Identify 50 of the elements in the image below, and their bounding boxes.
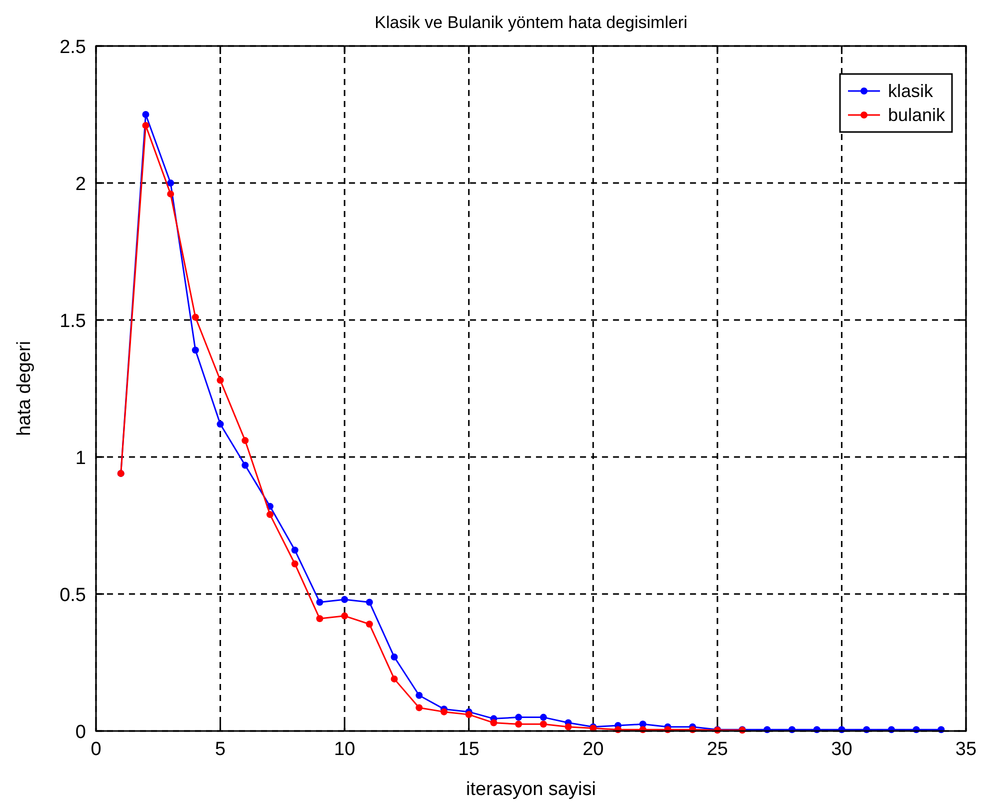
x-axis-title: iterasyon sayisi [466, 779, 596, 800]
point [515, 720, 522, 728]
x-tick-label: 15 [458, 739, 480, 760]
point [242, 462, 249, 469]
y-tick-label: 2.5 [60, 37, 86, 58]
y-axis-title: hata degeri [14, 340, 35, 436]
point [390, 654, 398, 661]
x-tick-label: 30 [831, 739, 852, 760]
point [291, 560, 298, 568]
point [366, 598, 373, 606]
point [341, 612, 348, 620]
point [465, 711, 472, 718]
x-tick-label: 10 [334, 739, 356, 760]
point [167, 180, 174, 186]
point [316, 598, 324, 606]
point [490, 719, 498, 726]
point [366, 620, 373, 628]
x-tick-label: 20 [582, 739, 604, 760]
point [390, 675, 398, 682]
legend-label: klasik [888, 81, 934, 101]
y-tick-label: 2 [75, 174, 86, 195]
point [515, 714, 522, 721]
y-tick-label: 0.5 [60, 585, 86, 606]
point [291, 546, 298, 554]
point [416, 704, 423, 712]
x-tick-label: 25 [706, 739, 728, 760]
x-tick-label: 35 [955, 739, 977, 760]
point [142, 111, 150, 118]
x-tick-label: 0 [90, 739, 102, 760]
point [242, 437, 249, 444]
point [316, 615, 324, 622]
chart-title: Klasik ve Bulanik yöntem hata degisimleri [374, 13, 688, 32]
y-tick-label: 0 [75, 722, 86, 743]
point [416, 692, 423, 699]
point [167, 190, 174, 198]
legend-label: bulanik [888, 105, 946, 125]
point [142, 122, 150, 129]
point [216, 376, 224, 384]
point [564, 723, 572, 730]
point [266, 511, 274, 518]
point [540, 720, 547, 728]
y-tick-label: 1.5 [60, 311, 86, 332]
point [192, 314, 199, 321]
y-tick-label: 1 [75, 448, 86, 469]
point [216, 420, 224, 428]
point [440, 708, 448, 716]
x-tick-label: 5 [214, 739, 226, 760]
point [540, 714, 547, 721]
point [192, 346, 199, 354]
point [341, 596, 348, 603]
